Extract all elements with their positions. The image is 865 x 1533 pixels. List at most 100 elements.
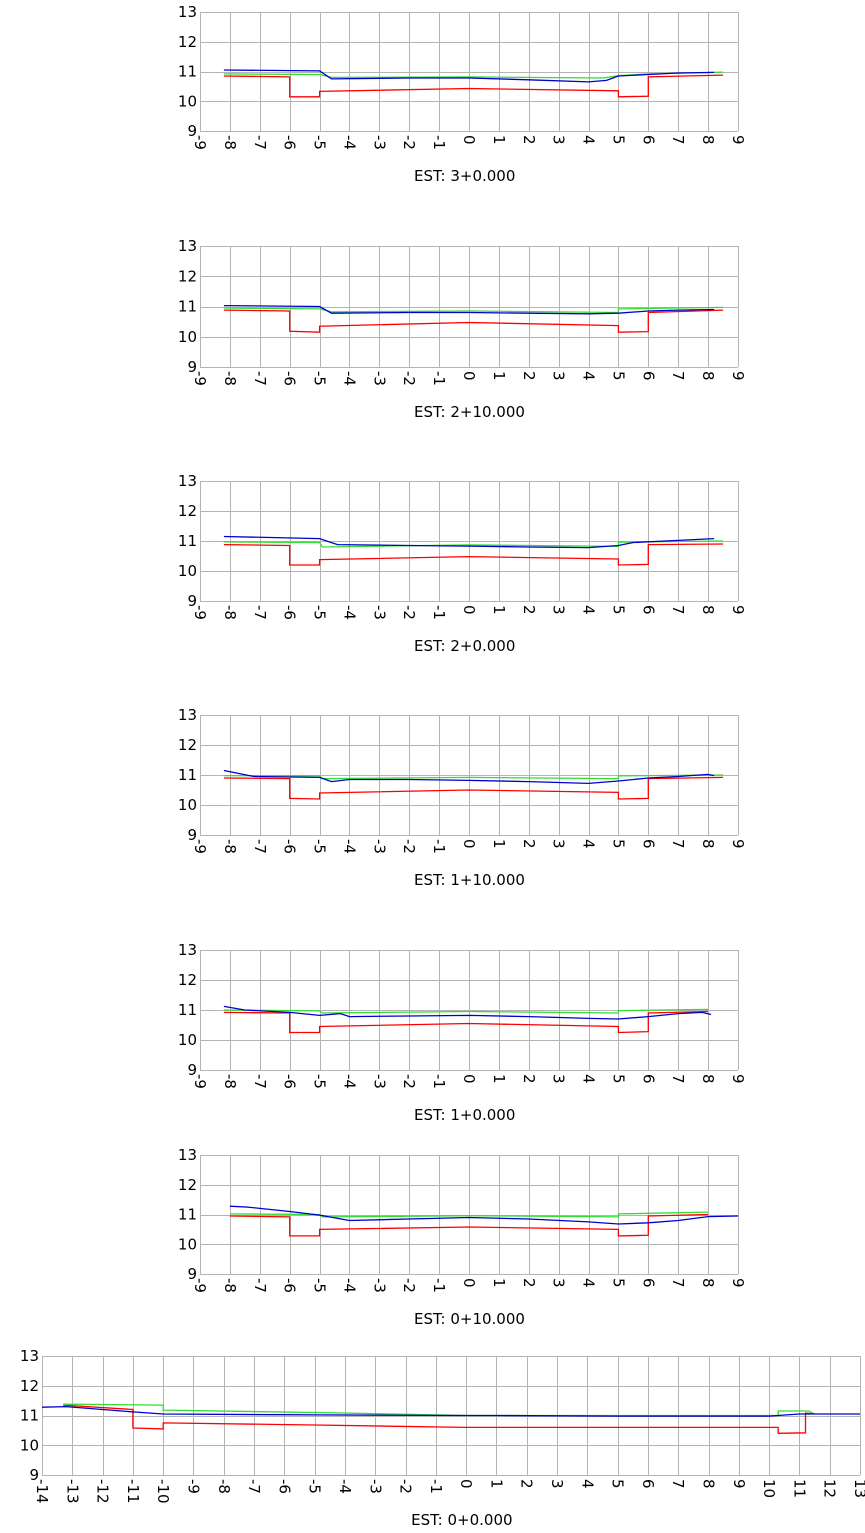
x-tick-label: 0 bbox=[460, 1278, 478, 1288]
x-tick-label: -1 bbox=[430, 605, 448, 620]
y-tick-label: 13 bbox=[178, 941, 197, 959]
x-tick-label: -3 bbox=[370, 605, 388, 620]
profile-red-line bbox=[223, 1010, 709, 1034]
x-tick-label: -7 bbox=[251, 135, 269, 150]
x-tick-label: 7 bbox=[669, 135, 687, 145]
x-tick-label: 7 bbox=[669, 839, 687, 849]
x-tick-label: -8 bbox=[221, 605, 239, 620]
x-tick-label: 8 bbox=[699, 135, 717, 145]
y-tick-label: 9 bbox=[187, 826, 197, 844]
x-tick-label: 0 bbox=[460, 605, 478, 615]
x-tick-label: -9 bbox=[191, 135, 209, 150]
x-tick-label: -3 bbox=[366, 1479, 384, 1494]
y-tick-label: 9 bbox=[29, 1466, 39, 1484]
x-tick-label: -9 bbox=[191, 1074, 209, 1089]
x-tick-label: -5 bbox=[311, 1074, 329, 1089]
station-label: EST: 2+10.000 bbox=[414, 403, 525, 421]
profile-red-line bbox=[223, 74, 724, 98]
x-tick-label: 1 bbox=[490, 839, 508, 849]
profile-red-line bbox=[223, 543, 724, 566]
x-tick-label: 4 bbox=[580, 1278, 598, 1288]
x-tick-label: 1 bbox=[490, 135, 508, 145]
x-tick-label: 5 bbox=[609, 839, 627, 849]
x-tick-label: -6 bbox=[281, 135, 299, 150]
profile-green-line bbox=[223, 306, 724, 314]
profile-red-line bbox=[223, 309, 724, 333]
x-tick-label: 9 bbox=[729, 135, 747, 145]
x-tick-label: -4 bbox=[340, 135, 358, 150]
y-tick-label: 11 bbox=[178, 63, 197, 81]
station-label: EST: 1+10.000 bbox=[414, 871, 525, 889]
x-tick-label: 9 bbox=[729, 371, 747, 381]
x-tick-label: -4 bbox=[340, 839, 358, 854]
x-tick-label: -1 bbox=[430, 135, 448, 150]
x-tick-label: 4 bbox=[580, 1074, 598, 1084]
y-tick-label: 10 bbox=[178, 328, 197, 346]
y-tick-label: 9 bbox=[187, 358, 197, 376]
x-tick-label: 3 bbox=[550, 605, 568, 615]
profile-blue-line bbox=[41, 1405, 860, 1417]
y-tick-label: 11 bbox=[20, 1407, 39, 1425]
profile-blue-line bbox=[229, 1205, 739, 1225]
x-tick-label: -13 bbox=[63, 1479, 81, 1504]
x-tick-label: -8 bbox=[221, 371, 239, 386]
x-tick-label: -9 bbox=[191, 371, 209, 386]
profile-blue-line bbox=[223, 535, 715, 549]
y-tick-label: 9 bbox=[187, 1265, 197, 1283]
x-tick-label: 7 bbox=[669, 605, 687, 615]
x-tick-label: -4 bbox=[340, 371, 358, 386]
x-tick-label: 7 bbox=[669, 1278, 687, 1288]
y-tick-label: 12 bbox=[178, 971, 197, 989]
y-tick-label: 11 bbox=[178, 298, 197, 316]
x-tick-label: 9 bbox=[729, 1278, 747, 1288]
x-tick-label: -1 bbox=[430, 839, 448, 854]
x-tick-label: -1 bbox=[430, 371, 448, 386]
y-tick-label: 10 bbox=[178, 92, 197, 110]
x-tick-label: 9 bbox=[729, 1074, 747, 1084]
x-tick-label: -8 bbox=[221, 839, 239, 854]
x-tick-label: -12 bbox=[94, 1479, 112, 1504]
x-tick-label: -3 bbox=[370, 839, 388, 854]
x-tick-label: 5 bbox=[609, 371, 627, 381]
profile-green-line bbox=[223, 774, 724, 780]
y-tick-label: 13 bbox=[178, 706, 197, 724]
y-tick-label: 9 bbox=[187, 122, 197, 140]
x-tick-label: -5 bbox=[311, 605, 329, 620]
x-tick-label: -7 bbox=[245, 1479, 263, 1494]
station-label: EST: 1+0.000 bbox=[414, 1106, 515, 1124]
y-tick-label: 11 bbox=[178, 766, 197, 784]
x-tick-label: -14 bbox=[33, 1479, 51, 1504]
x-tick-label: 6 bbox=[639, 135, 657, 145]
x-tick-label: 1 bbox=[487, 1479, 505, 1489]
x-tick-label: 11 bbox=[790, 1479, 808, 1498]
profile-green-line bbox=[223, 1008, 709, 1014]
y-tick-label: 10 bbox=[178, 796, 197, 814]
x-tick-label: 5 bbox=[609, 605, 627, 615]
x-tick-label: 6 bbox=[639, 371, 657, 381]
x-tick-label: 8 bbox=[700, 1479, 718, 1489]
y-tick-label: 12 bbox=[178, 1176, 197, 1194]
y-tick-label: 12 bbox=[178, 33, 197, 51]
station-label: EST: 0+10.000 bbox=[414, 1310, 525, 1328]
x-tick-label: -9 bbox=[191, 605, 209, 620]
x-tick-label: 8 bbox=[699, 605, 717, 615]
x-tick-label: -4 bbox=[336, 1479, 354, 1494]
x-tick-label: -3 bbox=[370, 135, 388, 150]
x-tick-label: 9 bbox=[730, 1479, 748, 1489]
x-tick-label: -5 bbox=[311, 1278, 329, 1293]
profile-blue-line bbox=[223, 769, 715, 785]
x-tick-label: 7 bbox=[669, 1074, 687, 1084]
x-tick-label: -8 bbox=[221, 1074, 239, 1089]
x-tick-label: -2 bbox=[400, 839, 418, 854]
x-tick-label: -6 bbox=[281, 1278, 299, 1293]
y-tick-label: 9 bbox=[187, 1061, 197, 1079]
x-tick-label: 8 bbox=[699, 839, 717, 849]
x-tick-label: 4 bbox=[580, 605, 598, 615]
x-tick-label: 0 bbox=[460, 135, 478, 145]
x-tick-label: -5 bbox=[311, 371, 329, 386]
x-tick-label: -9 bbox=[191, 1278, 209, 1293]
x-tick-label: 2 bbox=[520, 1074, 538, 1084]
x-tick-label: -6 bbox=[281, 605, 299, 620]
